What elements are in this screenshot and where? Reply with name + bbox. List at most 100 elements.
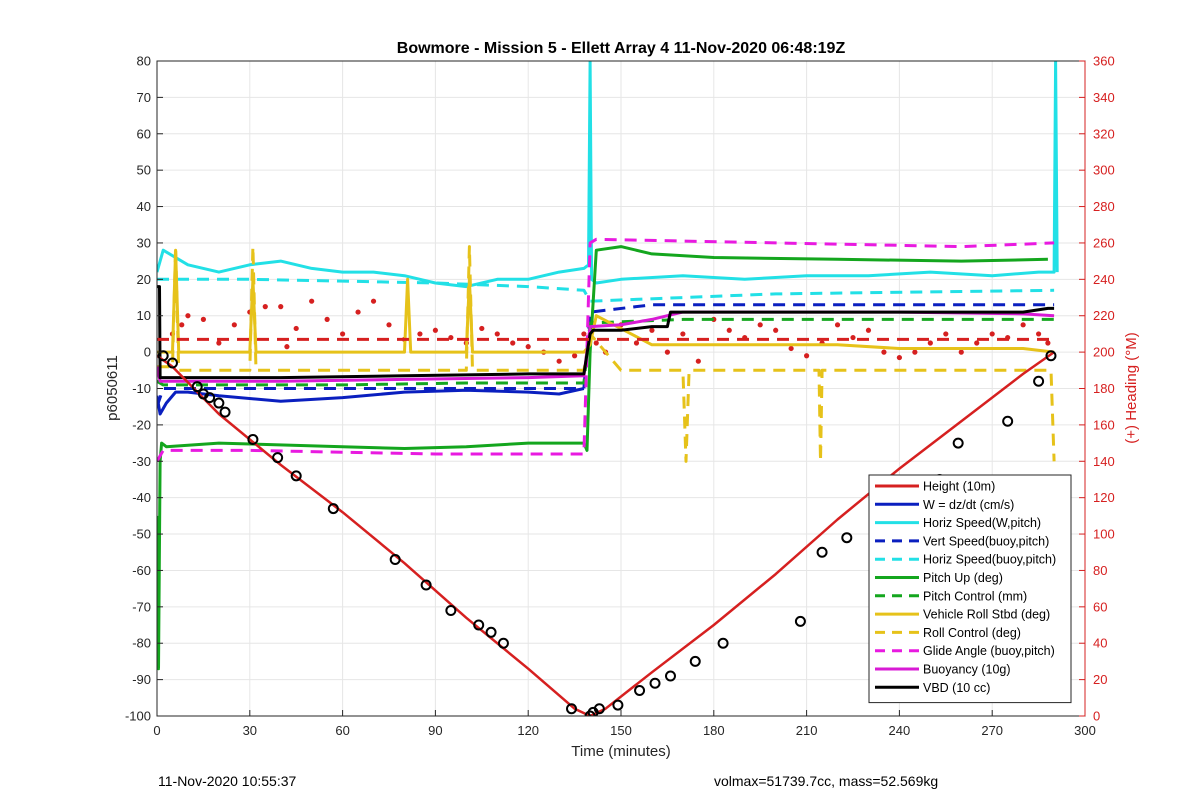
series-height-10m-line [157,351,1055,716]
y-right-tick-label: 280 [1093,199,1115,214]
y-tick-label: -90 [132,672,151,687]
series-heading-point [958,349,964,355]
y-right-tick-label: 40 [1093,636,1107,651]
series-heading-point [974,340,980,346]
legend-label-vehicle-roll-stbd-deg: Vehicle Roll Stbd (deg) [923,608,1050,622]
height-sample-marker [272,452,284,464]
y-right-tick-label: 320 [1093,126,1115,141]
series-heading-point [989,331,995,337]
series-heading-point [572,353,578,359]
series-heading-point [432,327,438,333]
height-sample-marker [1033,375,1045,387]
height-sample-marker [584,710,596,716]
height-sample-marker [213,397,225,409]
height-sample-marker [664,670,676,682]
series-heading-point [386,322,392,328]
series-heading-point [284,344,290,350]
axes: 0 30 60 90 120 150 180 210 240 270 300-100-90-80-7… [125,54,1115,739]
legend-label-pitch-control-mm: Pitch Control (mm) [923,589,1027,603]
series-w-dz-dt-cm-s-line [157,387,585,416]
series-horiz-speed-buoy-pitch-line [157,277,1055,303]
x-tick-label: 60 [335,723,349,738]
y-tick-label: 20 [137,272,151,287]
height-sample-marker [166,357,178,369]
height-sample-marker [290,470,302,482]
y-right-tick-label: 0 [1093,709,1100,724]
series-heading-point [293,325,299,332]
series-heading-point [309,298,315,304]
series-heading-point [278,304,284,310]
series-heading-point [200,316,206,322]
height-sample-marker [327,503,339,515]
series-heading-point [834,322,841,328]
height-sample-marker [689,655,701,667]
height-sample-marker [420,579,432,591]
series-heading-point [216,340,222,346]
y-right-tick-label: 100 [1093,527,1115,542]
y-tick-label: -80 [132,636,151,651]
y-right-tick-label: 240 [1093,272,1115,287]
series-heading-point [927,340,933,346]
series-heading-point [494,331,500,337]
series-heading-point [881,349,887,355]
series-heading-point [726,327,732,333]
plot-series [157,61,1059,716]
legend-label-pitch-up-deg: Pitch Up (deg) [923,571,1003,585]
legend-label-roll-control-deg: Roll Control (deg) [923,626,1021,640]
series-heading-point [556,358,562,364]
y-axis-right-label: (+) Heading (°M) [1123,332,1140,443]
legend-label-glide-angle-buoy-pitch: Glide Angle (buoy,pitch) [923,644,1055,658]
series-heading-point [593,340,599,346]
y-tick-label: -60 [132,563,151,578]
x-tick-label: 270 [981,723,1003,738]
series-heading-point [417,331,423,337]
x-tick-label: 300 [1074,723,1096,738]
x-tick-label: 30 [243,723,257,738]
legend-label-vert-speed-buoy-pitch: Vert Speed(buoy,pitch) [923,534,1049,548]
series-horiz-speed-w-pitch-line [157,61,1059,289]
y-tick-label: 0 [144,345,151,360]
series-heading-point [324,316,330,322]
legend-label-height-10m: Height (10m) [923,480,995,494]
series-heading-point [355,309,361,315]
y-right-tick-label: 120 [1093,490,1115,505]
y-tick-label: 60 [137,126,151,141]
x-axis-label: Time (minutes) [571,743,670,760]
height-sample-marker [485,626,497,638]
x-tick-label: 240 [889,723,911,738]
legend-label-buoyancy-10g: Buoyancy (10g) [923,663,1011,677]
series-heading-point [896,354,903,361]
y-right-tick-label: 180 [1093,381,1115,396]
y-right-tick-label: 20 [1093,672,1107,687]
series-heading-point [850,334,856,341]
x-tick-label: 120 [517,723,539,738]
series-heading-point [510,340,516,346]
series-heading-point [262,304,268,310]
x-tick-label: 0 [153,723,160,738]
footer-volume-mass: volmax=51739.7cc, mass=52.569kg [714,773,939,789]
y-right-tick-label: 140 [1093,454,1115,469]
y-right-tick-label: 60 [1093,599,1107,614]
legend-label-horiz-speed-w-pitch: Horiz Speed(W,pitch) [923,516,1041,530]
x-tick-label: 90 [428,723,442,738]
height-sample-marker [816,546,828,558]
height-sample-marker [794,615,806,627]
series-heading-point [370,298,377,304]
y-right-tick-label: 160 [1093,417,1115,432]
height-sample-marker [634,685,646,697]
y-tick-label: -70 [132,599,151,614]
y-right-tick-label: 260 [1093,235,1115,250]
y-tick-label: -40 [132,490,151,505]
y-tick-label: 80 [137,54,151,69]
series-heading-point [1036,331,1042,337]
height-sample-marker [612,699,624,711]
legend: Height (10m) W = dz/dt (cm/s) Horiz Speed(… [868,474,1072,704]
y-right-tick-label: 200 [1093,345,1115,360]
series-heading-point [231,322,237,328]
height-sample-marker [445,604,457,616]
footer-timestamp: 11-Nov-2020 10:55:37 [158,773,297,789]
series-heading-point [695,358,701,364]
series-heading-point [649,327,655,333]
series-heading-point [179,322,185,328]
